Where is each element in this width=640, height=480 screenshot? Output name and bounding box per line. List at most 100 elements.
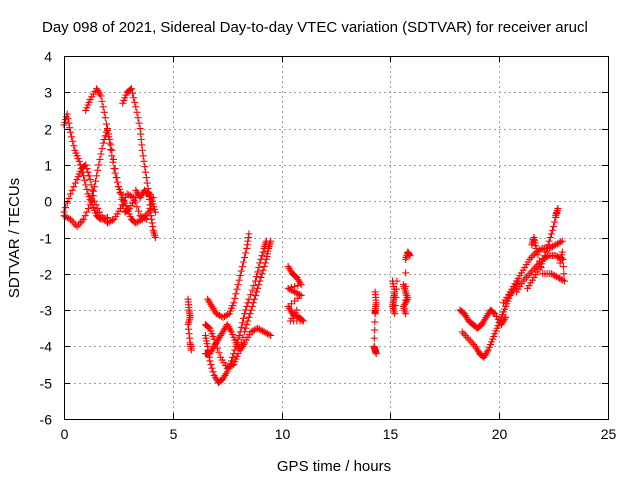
data-point [236, 344, 244, 352]
data-point [537, 263, 545, 271]
data-point [460, 330, 468, 338]
data-point [232, 290, 240, 298]
data-point [527, 253, 535, 261]
y-axis-label: SDTVAR / TECUs [6, 178, 23, 298]
data-point [372, 350, 380, 358]
data-point [392, 285, 400, 293]
data-point [130, 94, 138, 102]
series-track-o [399, 248, 414, 318]
data-point [240, 258, 248, 266]
data-point [466, 337, 474, 345]
data-point [104, 126, 112, 134]
data-point [465, 335, 473, 343]
data-point [522, 273, 530, 281]
data-point [249, 299, 257, 307]
data-point [237, 323, 245, 331]
data-point [537, 245, 545, 253]
data-point [235, 276, 243, 284]
data-point [255, 263, 263, 271]
data-point [234, 350, 242, 358]
data-point [545, 237, 553, 245]
data-point [237, 267, 245, 275]
data-point [80, 215, 88, 223]
data-point [208, 364, 216, 372]
data-point [231, 294, 239, 302]
data-point [259, 266, 267, 274]
data-point [73, 223, 81, 231]
data-point [550, 223, 558, 231]
data-point [468, 339, 476, 347]
data-point [371, 318, 379, 326]
data-point [129, 89, 137, 97]
x-tick-label: 5 [170, 426, 178, 442]
data-point [245, 313, 253, 321]
data-point [402, 283, 410, 291]
data-point [99, 139, 107, 147]
y-tick-label: -3 [40, 303, 53, 319]
data-point [99, 103, 107, 111]
data-point [402, 296, 410, 304]
y-tick-label: 0 [44, 194, 52, 210]
series-track-f [132, 186, 159, 216]
data-point [105, 133, 113, 141]
data-point [98, 97, 106, 105]
data-point [75, 157, 83, 165]
x-axis-label: GPS time / hours [277, 458, 391, 475]
y-tick-label: 3 [44, 85, 52, 101]
data-point [524, 272, 532, 280]
data-point [82, 181, 90, 189]
data-point [209, 368, 217, 376]
data-point [68, 133, 76, 141]
data-point [102, 120, 110, 128]
data-point [238, 263, 246, 271]
data-point [212, 340, 220, 348]
chart-title: Day 098 of 2021, Sidereal Day-to-day VTE… [42, 19, 588, 36]
data-point [107, 145, 115, 153]
data-point [251, 292, 259, 300]
data-point [77, 165, 85, 173]
series-track-d [82, 85, 157, 227]
data-point [535, 246, 543, 254]
data-point [108, 152, 116, 160]
data-point [254, 268, 262, 276]
data-point [463, 333, 471, 341]
data-point [559, 276, 567, 284]
y-tick-label: 2 [44, 122, 52, 138]
data-point [110, 165, 118, 173]
series-track-u [528, 234, 568, 285]
data-point [138, 146, 146, 154]
series-track-j [201, 321, 275, 358]
data-point [81, 176, 89, 184]
data-point [78, 217, 86, 225]
data-point [151, 208, 159, 216]
data-point [260, 263, 268, 271]
data-point [255, 281, 263, 289]
data-point [76, 161, 84, 169]
data-point [112, 174, 120, 182]
data-point [117, 204, 125, 212]
data-point [393, 277, 401, 285]
data-point [215, 349, 223, 357]
data-point [96, 155, 104, 163]
data-point [392, 293, 400, 301]
grid-lines [64, 56, 608, 419]
x-tick-label: 0 [61, 426, 69, 442]
series-track-k [201, 237, 275, 372]
data-point [552, 212, 560, 220]
data-point [549, 226, 557, 234]
data-point [236, 272, 244, 280]
data-point [458, 328, 466, 336]
data-point [551, 218, 559, 226]
series-track-e [119, 85, 159, 241]
data-point [98, 145, 106, 153]
data-point [559, 263, 567, 271]
data-point [228, 361, 236, 369]
data-point [546, 234, 554, 241]
data-point [68, 186, 76, 194]
data-point [557, 238, 565, 246]
data-point [64, 115, 72, 123]
data-point [558, 237, 566, 245]
data-point [230, 299, 238, 307]
data-point [406, 252, 414, 260]
data-point [294, 282, 302, 290]
